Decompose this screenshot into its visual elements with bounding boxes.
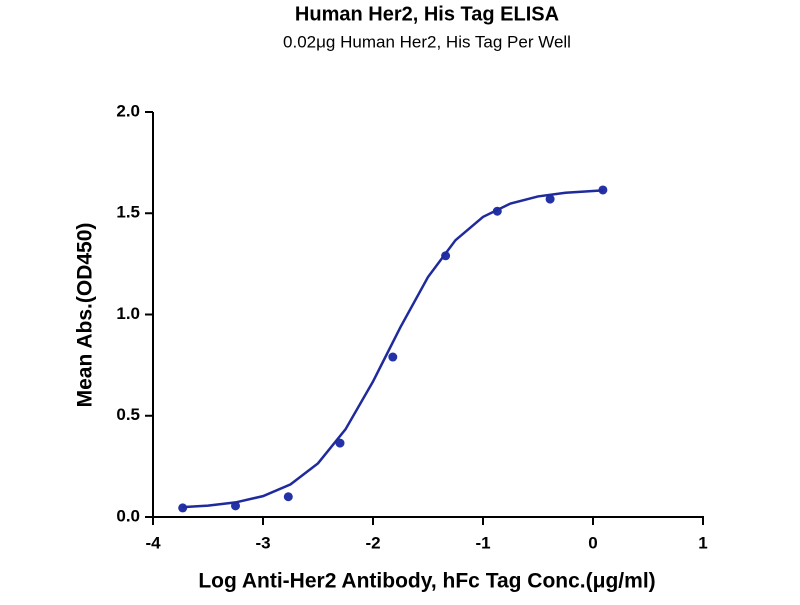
- data-point: [388, 352, 398, 362]
- x-axis-label: Log Anti-Her2 Antibody, hFc Tag Conc.(μg…: [198, 570, 655, 593]
- x-tick-label: -2: [365, 533, 380, 552]
- data-point: [283, 492, 293, 502]
- y-tick-label: 0.0: [116, 506, 140, 525]
- data-point: [545, 194, 555, 204]
- x-tick-label: 0: [588, 533, 597, 552]
- chart-title: Human Her2, His Tag ELISA: [295, 3, 559, 25]
- y-axis-label: Mean Abs.(OD450): [74, 223, 97, 408]
- y-tick-label: 2.0: [116, 101, 140, 120]
- fit-curve: [182, 189, 603, 509]
- x-tick-label: -3: [255, 533, 270, 552]
- x-tick-label: -4: [145, 533, 161, 552]
- data-point: [598, 185, 608, 195]
- x-tick-label: 1: [698, 533, 707, 552]
- x-tick-label: -1: [475, 533, 490, 552]
- chart-subtitle: 0.02μg Human Her2, His Tag Per Well: [283, 32, 571, 51]
- y-tick-label: 0.5: [116, 405, 140, 424]
- data-point: [178, 503, 188, 513]
- y-tick-label: 1.0: [116, 304, 140, 323]
- y-tick-label: 1.5: [116, 203, 140, 222]
